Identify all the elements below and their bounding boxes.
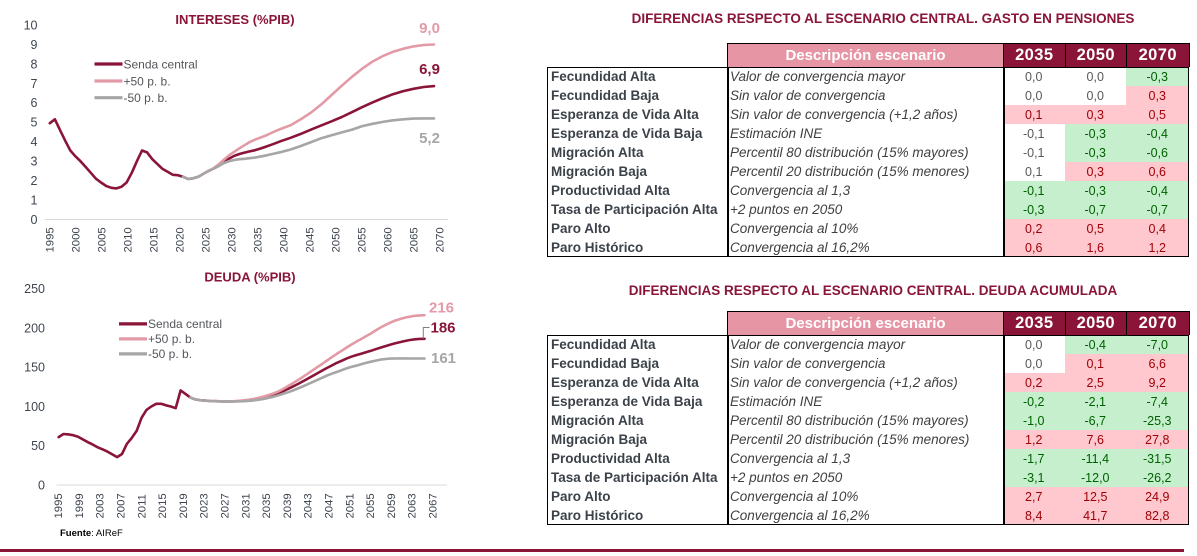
svg-text:0: 0 [38,478,45,492]
svg-text:2030: 2030 [226,227,238,252]
svg-text:2027: 2027 [220,493,232,518]
svg-text:2007: 2007 [116,493,128,518]
svg-text:3: 3 [31,155,38,169]
svg-text:2025: 2025 [200,227,212,252]
svg-text:6,9: 6,9 [419,61,440,78]
svg-text:2051: 2051 [344,493,356,518]
svg-text:2067: 2067 [428,493,440,518]
svg-text:186: 186 [430,320,455,337]
svg-text:2045: 2045 [304,227,316,252]
svg-text:2059: 2059 [386,493,398,518]
svg-text:DEUDA (%PIB): DEUDA (%PIB) [204,270,295,285]
svg-text:2065: 2065 [408,227,420,252]
svg-text:2005: 2005 [96,227,108,252]
svg-text:0: 0 [31,213,38,227]
svg-text:-50 p. b.: -50 p. b. [124,91,168,105]
svg-text:+50 p. b.: +50 p. b. [124,74,171,88]
svg-text:7: 7 [31,77,38,91]
svg-text:10: 10 [24,18,38,32]
svg-text:2043: 2043 [303,493,315,518]
svg-text:-50 p. b.: -50 p. b. [148,347,192,361]
svg-text:9: 9 [31,38,38,52]
svg-text:Senda central: Senda central [124,57,198,71]
svg-text:216: 216 [429,300,454,317]
svg-text:2000: 2000 [70,227,82,252]
svg-text:150: 150 [24,361,45,375]
svg-text:2050: 2050 [330,227,342,252]
svg-text:2020: 2020 [174,227,186,252]
svg-text:2023: 2023 [199,493,211,518]
svg-text:6: 6 [31,96,38,110]
svg-text:2047: 2047 [324,493,336,518]
svg-text:1995: 1995 [44,227,56,252]
svg-text:2: 2 [31,174,38,188]
svg-text:1999: 1999 [74,493,86,518]
svg-text:5: 5 [31,116,38,130]
svg-text:4: 4 [31,135,38,149]
svg-text:2063: 2063 [407,493,419,518]
svg-text:200: 200 [24,321,45,335]
svg-text:161: 161 [431,350,456,367]
svg-text:2040: 2040 [278,227,290,252]
svg-text:2035: 2035 [252,227,264,252]
svg-text:50: 50 [31,439,45,453]
svg-text:INTERESES (%PIB): INTERESES (%PIB) [175,12,294,27]
svg-text:9,0: 9,0 [419,20,440,37]
svg-text:2019: 2019 [178,493,190,518]
svg-text:2039: 2039 [282,493,294,518]
svg-text:2060: 2060 [382,227,394,252]
svg-text:2035: 2035 [261,493,273,518]
svg-text:8: 8 [31,57,38,71]
svg-text:+50 p. b.: +50 p. b. [148,332,195,346]
svg-text:2010: 2010 [122,227,134,252]
svg-text:100: 100 [24,400,45,414]
svg-text:2070: 2070 [434,227,446,252]
svg-text:1: 1 [31,194,38,208]
svg-text:2055: 2055 [365,493,377,518]
svg-text:1995: 1995 [53,493,65,518]
svg-text:250: 250 [24,282,45,296]
svg-text:2015: 2015 [157,493,169,518]
svg-text:2031: 2031 [240,493,252,518]
svg-text:2055: 2055 [356,227,368,252]
svg-text:5,2: 5,2 [419,130,440,147]
svg-text:2011: 2011 [136,494,148,518]
svg-text:2003: 2003 [95,493,107,518]
svg-text:2015: 2015 [148,227,160,252]
svg-text:Senda central: Senda central [148,317,222,331]
